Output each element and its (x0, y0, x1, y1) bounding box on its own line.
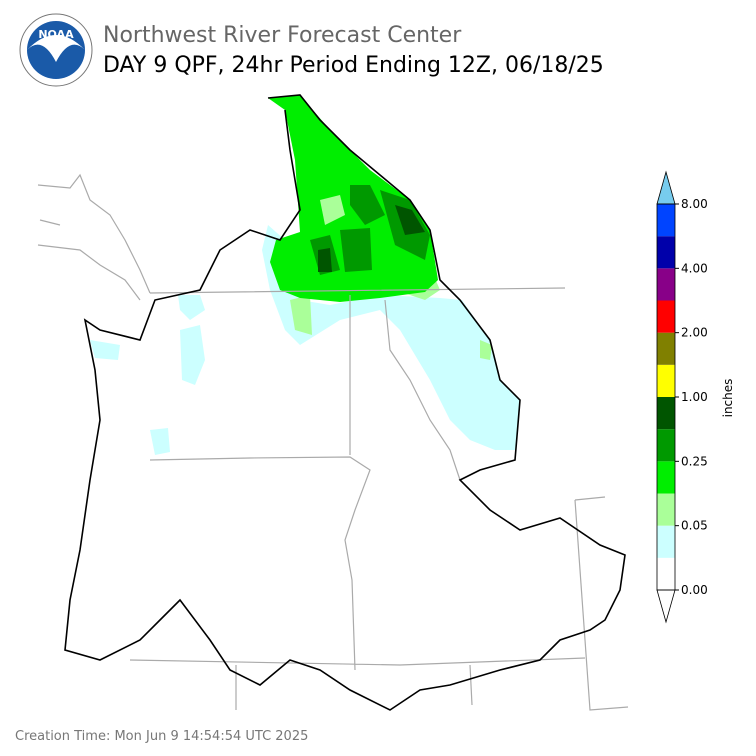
basin-cyan-east (262, 225, 520, 450)
map (37, 94, 629, 711)
colorbar-bin (657, 493, 675, 526)
basin-cyan-west (90, 340, 120, 360)
colorbar-tick-label: 0.00 (681, 583, 708, 597)
colorbar-tick-label: 2.00 (681, 326, 708, 340)
state-borders (129, 287, 629, 711)
basin-lightgreen (480, 340, 492, 360)
noaa-logo: NOAA (19, 13, 93, 87)
colorbar-bin (657, 332, 675, 365)
basin-verydarkgreen (318, 248, 332, 272)
colorbar-bin (657, 236, 675, 269)
colorbar-bin (657, 397, 675, 430)
colorbar-tick-label: 0.25 (681, 454, 708, 468)
colorbar-bin (657, 364, 675, 397)
basin-lightgreen (290, 295, 312, 335)
colorbar-bin (657, 268, 675, 301)
colorbar-tick-label: 0.05 (681, 519, 708, 533)
colorbar-bin (657, 525, 675, 558)
basin-darkgreen (350, 185, 385, 225)
colorbar: 0.00 0.05 0.25 1.00 2.00 4.00 8.00 (656, 170, 708, 624)
colorbar-tick-label: 1.00 (681, 390, 708, 404)
basin-outline (64, 94, 626, 711)
colorbar-bin (657, 461, 675, 494)
coastline (37, 173, 151, 301)
colorbar-under (656, 589, 676, 624)
basin-lightgreen-inner (320, 195, 345, 225)
agency-name: Northwest River Forecast Center (103, 23, 462, 48)
colorbar-bin (657, 300, 675, 333)
colorbar-tick-label: 8.00 (681, 197, 708, 211)
logo-text: NOAA (38, 28, 74, 41)
colorbar-bin (657, 204, 675, 237)
basin-cyan-west (180, 325, 205, 385)
colorbar-tick-label: 4.00 (681, 261, 708, 275)
colorbar-bin (657, 557, 675, 590)
basin-cyan-west (150, 428, 170, 455)
map-title: DAY 9 QPF, 24hr Period Ending 12Z, 06/18… (103, 53, 604, 78)
colorbar-over (656, 170, 676, 205)
creation-time: Creation Time: Mon Jun 9 14:54:54 UTC 20… (15, 729, 308, 744)
basin-darkgreen (340, 228, 372, 272)
colorbar-bin (657, 429, 675, 462)
basin-verydarkgreen (395, 205, 425, 235)
colorbar-label: inches (721, 379, 735, 418)
basin-cyan-west (178, 295, 205, 320)
